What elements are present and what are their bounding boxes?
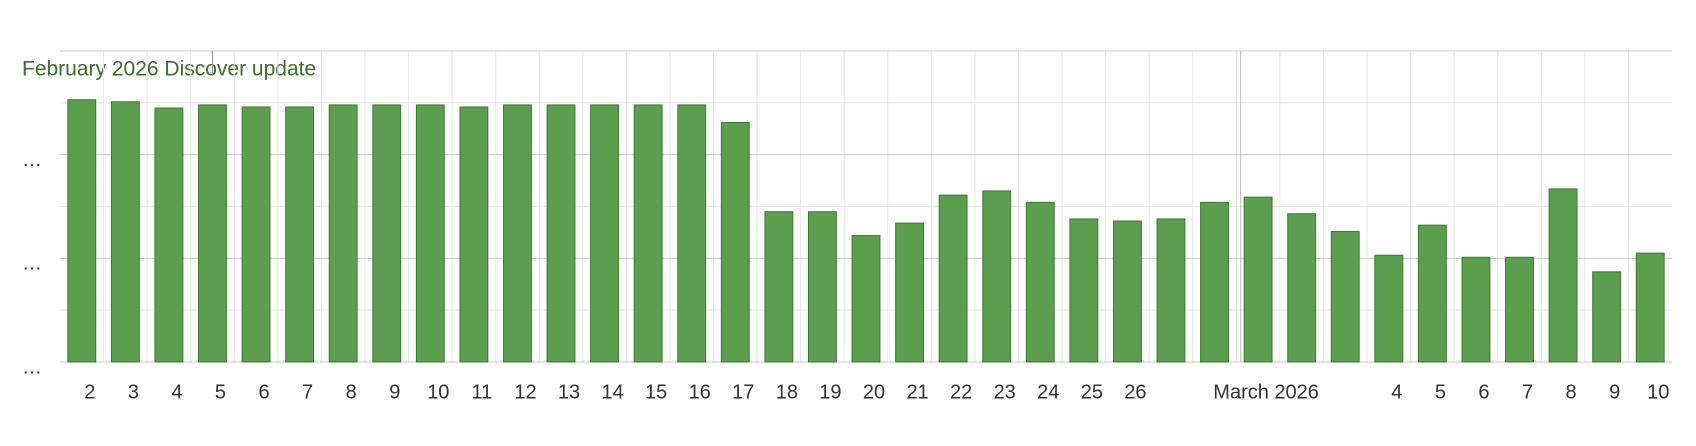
bar — [154, 107, 184, 363]
bar — [198, 104, 227, 363]
bar — [241, 106, 271, 363]
x-tick-label: 8 — [346, 381, 357, 403]
bar — [1635, 252, 1665, 363]
x-tick-label: 12 — [514, 381, 536, 403]
bar — [459, 106, 489, 363]
bar — [590, 104, 620, 363]
x-tick-label: 6 — [1478, 381, 1489, 403]
x-tick-label: 9 — [1609, 381, 1620, 403]
bar — [895, 222, 925, 363]
bar — [807, 211, 837, 363]
bar — [546, 104, 576, 363]
x-tick-label: 16 — [689, 381, 711, 403]
x-tick-label: 20 — [863, 381, 885, 403]
bar — [1417, 224, 1447, 363]
x-tick-label: 10 — [427, 381, 449, 403]
bar — [982, 190, 1012, 363]
bar — [938, 194, 968, 363]
x-tick-label: 21 — [906, 381, 928, 403]
x-tick-label: 9 — [389, 381, 400, 403]
bar — [1200, 201, 1229, 363]
x-tick-label: 5 — [1435, 381, 1446, 403]
bar — [1287, 213, 1317, 363]
bar — [1505, 256, 1534, 363]
x-tick-label: March 2026 — [1213, 381, 1319, 403]
bar — [1243, 196, 1273, 363]
x-tick-label: 24 — [1037, 381, 1059, 403]
bar — [1112, 220, 1142, 363]
x-tick-label: 13 — [558, 381, 580, 403]
x-tick-label: 8 — [1566, 381, 1577, 403]
x-tick-label: 19 — [819, 381, 841, 403]
y-tick-label: … — [22, 356, 42, 378]
y-tick-label: … — [22, 149, 42, 171]
bar — [328, 104, 358, 363]
bar — [1156, 218, 1186, 363]
bar — [372, 104, 402, 363]
y-tick-label: … — [22, 253, 42, 275]
x-tick-label: 7 — [1522, 381, 1533, 403]
bar — [503, 104, 532, 363]
bar — [1374, 254, 1404, 363]
x-tick-label: 26 — [1124, 381, 1146, 403]
bar — [67, 99, 97, 363]
bar — [1461, 256, 1491, 363]
bar — [1548, 188, 1578, 363]
x-tick-label: 14 — [601, 381, 623, 403]
x-tick-label: 23 — [994, 381, 1016, 403]
bar — [1592, 271, 1622, 363]
x-tick-label: 22 — [950, 381, 972, 403]
bar — [1330, 230, 1360, 363]
x-tick-label: 2 — [84, 381, 95, 403]
bar — [1069, 218, 1099, 363]
x-tick-label: 3 — [128, 381, 139, 403]
x-tick-label: 11 — [472, 381, 493, 403]
bar — [764, 211, 794, 363]
bar — [720, 122, 750, 363]
x-tick-label: 10 — [1647, 381, 1669, 403]
x-tick-label: 15 — [645, 381, 667, 403]
bar — [851, 235, 881, 363]
x-tick-label: 5 — [215, 381, 226, 403]
x-tick-label: 4 — [1391, 381, 1402, 403]
bar — [285, 106, 315, 363]
annotation-label: February 2026 Discover update — [22, 58, 316, 81]
x-tick-label: 4 — [171, 381, 182, 403]
bar — [633, 104, 663, 363]
x-tick-label: 7 — [302, 381, 313, 403]
bar — [677, 104, 707, 363]
bar — [415, 104, 445, 363]
x-tick-label: 18 — [776, 381, 798, 403]
x-tick-label: 17 — [732, 381, 754, 403]
bar — [110, 101, 140, 363]
x-tick-label: 6 — [258, 381, 269, 403]
bar — [1025, 201, 1055, 363]
x-tick-label: 25 — [1081, 381, 1103, 403]
